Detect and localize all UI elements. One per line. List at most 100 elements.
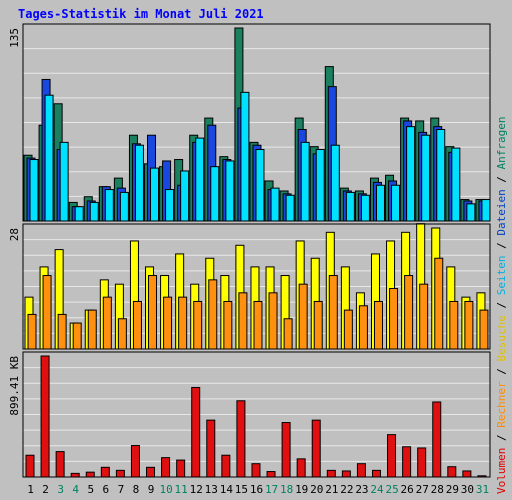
panel-frame xyxy=(22,23,491,222)
bar-rechner-day-31 xyxy=(479,309,489,350)
bar-seiten-day-8 xyxy=(134,144,144,222)
x-tick-label-day-27: 27 xyxy=(416,483,429,496)
bar-volumen-day-9 xyxy=(146,466,156,478)
bar-volumen-day-13 xyxy=(206,419,216,478)
x-tick-label-day-11: 11 xyxy=(175,483,188,496)
bar-volumen-day-21 xyxy=(326,469,336,478)
bar-volumen-day-25 xyxy=(387,434,397,478)
x-tick-label-day-7: 7 xyxy=(118,483,125,496)
legend-item-besuche: Besuche xyxy=(495,315,508,361)
bar-seiten-day-4 xyxy=(74,206,84,222)
bar-volumen-day-6 xyxy=(100,466,110,478)
bar-seiten-day-28 xyxy=(436,129,446,222)
bar-volumen-day-14 xyxy=(221,454,231,478)
bar-rechner-day-14 xyxy=(223,300,233,350)
bar-rechner-day-2 xyxy=(42,275,52,350)
x-tick-label-day-10: 10 xyxy=(159,483,172,496)
legend-text: Volumen / Rechner / Besuche / Seiten / D… xyxy=(495,116,508,494)
bar-seiten-day-19 xyxy=(300,141,310,222)
bar-seiten-day-9 xyxy=(150,167,160,222)
bar-seiten-day-5 xyxy=(89,201,99,222)
legend-separator: / xyxy=(495,236,508,256)
x-tick-label-day-29: 29 xyxy=(446,483,459,496)
bar-seiten-day-26 xyxy=(406,126,416,222)
x-tick-label-day-5: 5 xyxy=(87,483,94,496)
bar-seiten-day-31 xyxy=(481,199,491,222)
bar-rechner-day-17 xyxy=(268,292,278,350)
panel-volume: 899.41 KB xyxy=(8,351,491,478)
bar-volumen-day-27 xyxy=(417,447,427,478)
bar-seiten-day-25 xyxy=(391,184,401,222)
bar-rechner-day-24 xyxy=(373,300,383,350)
bar-volumen-day-5 xyxy=(85,471,95,478)
bar-volumen-day-24 xyxy=(371,469,381,478)
bar-volumen-day-15 xyxy=(236,400,246,478)
legend-item-anfragen: Anfragen xyxy=(495,116,508,169)
bar-seiten-day-20 xyxy=(315,149,325,222)
x-tick-label-day-3: 3 xyxy=(57,483,64,496)
bar-seiten-day-16 xyxy=(255,149,265,222)
legend-separator: / xyxy=(495,295,508,315)
bar-volumen-day-3 xyxy=(55,451,65,478)
bar-volumen-day-10 xyxy=(161,457,171,478)
bar-volumen-day-23 xyxy=(356,463,366,478)
x-tick-label-day-1: 1 xyxy=(27,483,34,496)
x-axis-day-labels: 1 2 3 4 5 6 7 8 9 10 11 12 13 14 15 16 17 18 19 20 21 22 23 24 2… xyxy=(27,483,489,496)
bar-seiten-day-17 xyxy=(270,187,280,222)
bar-volumen-day-4 xyxy=(70,472,80,478)
y-axis-max-label: 899.41 KB xyxy=(8,356,21,416)
bar-volumen-day-22 xyxy=(341,470,351,478)
y-axis-max-label: 135 xyxy=(8,28,21,48)
x-tick-label-day-4: 4 xyxy=(72,483,79,496)
x-tick-label-day-12: 12 xyxy=(190,483,203,496)
bar-rechner-day-29 xyxy=(449,300,459,350)
panel-visits-hosts: 28 xyxy=(8,223,491,350)
bar-volumen-day-7 xyxy=(115,469,125,478)
bar-rechner-day-3 xyxy=(57,313,67,350)
bar-rechner-day-20 xyxy=(313,300,323,350)
bar-seiten-day-15 xyxy=(240,91,250,222)
bar-rechner-day-19 xyxy=(298,283,308,350)
bar-rechner-day-8 xyxy=(132,300,142,350)
x-tick-label-day-21: 21 xyxy=(325,483,338,496)
x-tick-label-day-9: 9 xyxy=(148,483,155,496)
bar-rechner-day-4 xyxy=(72,322,82,350)
bar-rechner-day-1 xyxy=(27,313,37,350)
legend-item-dateien: Dateien xyxy=(495,189,508,235)
bar-rechner-day-9 xyxy=(148,275,158,350)
bar-rechner-day-6 xyxy=(102,296,112,350)
bar-volumen-day-16 xyxy=(251,463,261,478)
x-tick-label-day-31: 31 xyxy=(476,483,489,496)
x-tick-label-day-16: 16 xyxy=(250,483,263,496)
x-tick-label-day-19: 19 xyxy=(295,483,308,496)
legend-item-volumen: Volumen xyxy=(495,448,508,494)
x-tick-label-day-23: 23 xyxy=(355,483,368,496)
legend-separator: / xyxy=(495,169,508,189)
bar-rechner-day-12 xyxy=(193,300,203,350)
bar-volumen-day-18 xyxy=(281,422,291,478)
bar-volumen-day-29 xyxy=(447,466,457,478)
x-tick-label-day-28: 28 xyxy=(431,483,444,496)
bar-seiten-day-23 xyxy=(360,194,370,222)
bar-rechner-day-21 xyxy=(328,275,338,350)
bar-volumen-day-17 xyxy=(266,471,276,478)
bar-seiten-day-18 xyxy=(285,194,295,222)
bar-seiten-day-29 xyxy=(451,147,461,222)
bar-volumen-day-2 xyxy=(40,355,50,478)
bar-seiten-day-7 xyxy=(119,191,129,222)
bar-seiten-day-3 xyxy=(59,141,69,222)
bar-volumen-day-19 xyxy=(296,458,306,478)
bar-volumen-day-11 xyxy=(176,459,186,478)
bar-volumen-day-30 xyxy=(462,470,472,478)
x-tick-label-day-14: 14 xyxy=(220,483,234,496)
bar-seiten-day-12 xyxy=(195,137,205,222)
legend-vertical: Volumen / Rechner / Besuche / Seiten / D… xyxy=(495,116,508,494)
bar-volumen-day-8 xyxy=(130,445,140,478)
bar-rechner-day-16 xyxy=(253,300,263,350)
y-axis-max-label: 28 xyxy=(8,228,21,241)
x-tick-label-day-17: 17 xyxy=(265,483,278,496)
x-tick-label-day-18: 18 xyxy=(280,483,293,496)
bar-rechner-day-15 xyxy=(238,292,248,350)
bar-seiten-day-27 xyxy=(421,134,431,222)
